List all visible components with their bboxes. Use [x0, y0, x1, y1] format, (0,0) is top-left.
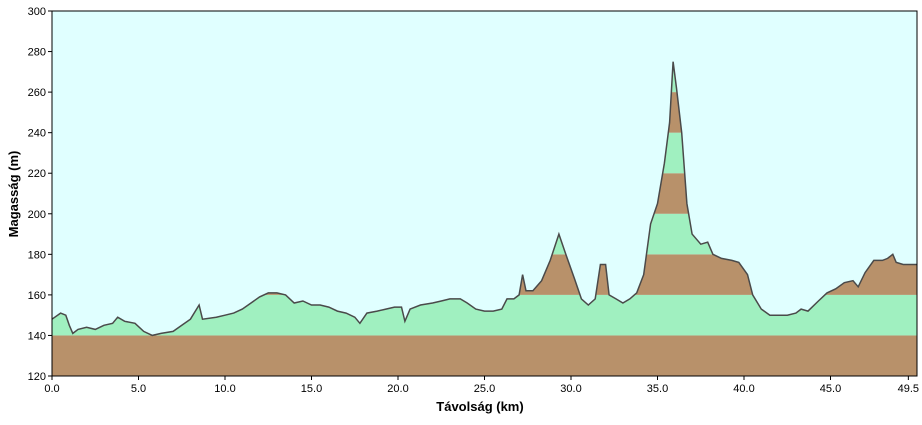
x-tick-label: 0.0 [44, 383, 59, 395]
y-tick-label: 140 [28, 330, 46, 342]
x-tick-label: 20.0 [387, 383, 408, 395]
band [52, 335, 917, 376]
y-tick-label: 280 [28, 47, 46, 59]
elevation-line [51, 61, 917, 337]
x-tick-label: 49.5 [898, 383, 919, 395]
x-axis-label: Távolság (km) [436, 399, 523, 414]
x-tick-label: 40.0 [733, 383, 754, 395]
y-axis-label: Magasság (m) [6, 151, 21, 238]
y-tick-label: 200 [28, 209, 46, 221]
y-tick-label: 300 [28, 6, 46, 18]
x-tick-label: 15.0 [301, 383, 322, 395]
y-tick-label: 260 [28, 87, 46, 99]
x-tick-label: 45.0 [820, 383, 841, 395]
y-tick-label: 120 [28, 371, 46, 383]
y-tick-label: 180 [28, 249, 46, 261]
x-tick-label: 10.0 [214, 383, 235, 395]
x-tick-label: 30.0 [560, 383, 581, 395]
y-tick-label: 160 [28, 290, 46, 302]
x-tick-label: 35.0 [647, 383, 668, 395]
y-tick-label: 220 [28, 168, 46, 180]
y-tick-label: 240 [28, 128, 46, 140]
x-tick-label: 5.0 [131, 383, 146, 395]
x-tick-label: 25.0 [474, 383, 495, 395]
